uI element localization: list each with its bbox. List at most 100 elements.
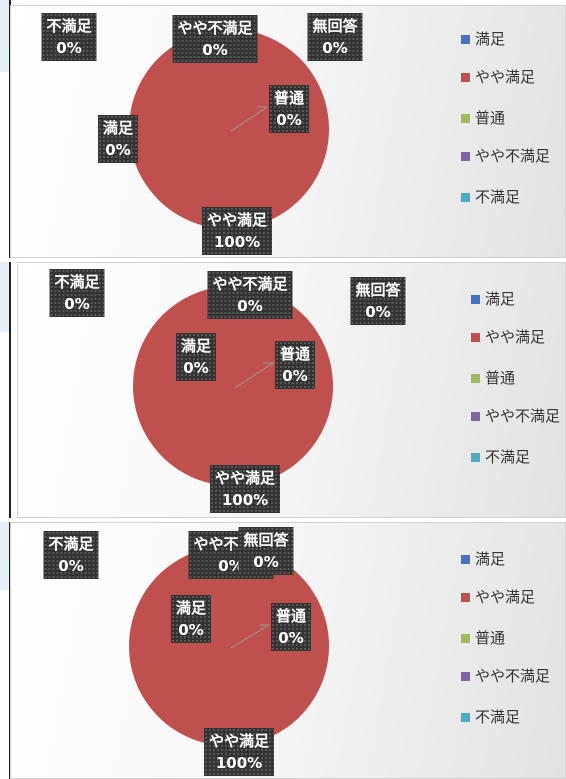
legend: 満足やや満足普通やや不満足不満足無回答 [451, 23, 555, 223]
legend-label: やや満足 [475, 588, 536, 606]
chart: 満足 0% やや満足 100% 普通 0% やや不満足 0% 無回答 0% 不満足 0% 満足 やや満足普… [17, 262, 566, 518]
legend-label: やや不満足 [475, 667, 551, 685]
data-label: やや満足 100% [203, 728, 275, 776]
legend-label: やや満足 [475, 68, 536, 86]
data-label: 普通 0% [274, 341, 316, 389]
legend-swatch [461, 152, 470, 161]
legend-swatch [471, 453, 480, 462]
legend-swatch [471, 412, 480, 421]
data-label: 満足 0% [175, 333, 217, 381]
data-label: 普通 0% [270, 603, 312, 651]
legend-swatch [471, 374, 480, 383]
legend-label: 普通 [485, 369, 516, 387]
legend-label: 満足 [475, 30, 506, 48]
legend-swatch [461, 193, 470, 202]
pie-slice [129, 29, 329, 229]
data-label-value: 100% [221, 491, 269, 509]
data-label: 無回答 0% [350, 277, 406, 325]
data-label-value: 0% [202, 41, 228, 59]
legend-swatch [461, 114, 470, 123]
legend-swatch [471, 333, 480, 342]
legend-entry: 満足 [471, 291, 565, 308]
data-label-name: 無回答 [243, 531, 289, 549]
legend-entry: 満足 [461, 551, 555, 568]
data-label: 普通 0% [268, 85, 310, 133]
data-label: 満足 0% [170, 595, 212, 643]
legend-label: 不満足 [475, 188, 521, 206]
data-label-name: 普通 [273, 89, 305, 107]
data-label: 不満足 0% [41, 13, 97, 61]
legend-entry: やや不満足 [461, 148, 555, 165]
chart: 満足 0% やや満足 100% 普通 0% やや不満足 0% 無回答 0% 不満足 0% 満足 やや満足普… [10, 522, 566, 779]
data-label-name: 不満足 [46, 17, 92, 35]
legend-swatch [461, 35, 470, 44]
legend-entry: 普通 [461, 110, 555, 127]
data-label-value: 0% [58, 557, 84, 575]
legend-entry: 普通 [471, 370, 565, 387]
legend-label: 普通 [475, 629, 506, 647]
leader-line [230, 624, 271, 649]
data-label-value: 0% [56, 39, 82, 57]
data-label-name: やや満足 [214, 469, 276, 487]
data-label-name: 普通 [275, 607, 307, 625]
legend-label: やや不満足 [485, 407, 561, 425]
legend-label: やや不満足 [475, 147, 551, 165]
leader-line [230, 106, 269, 132]
data-label-name: やや不満足 [212, 275, 288, 293]
legend-label: 不満足 [475, 708, 521, 726]
data-label-value: 0% [322, 39, 348, 57]
plot [129, 29, 329, 229]
table-edge [0, 332, 11, 518]
leader-line [234, 362, 275, 389]
legend-entry: 不満足 [461, 189, 555, 206]
legend-entry: やや満足 [461, 69, 555, 86]
data-label-name: 無回答 [355, 281, 401, 299]
legend-swatch [461, 73, 470, 82]
data-label-name: 無回答 [312, 17, 358, 35]
data-label: やや満足 100% [201, 207, 273, 255]
legend-label: 普通 [475, 109, 506, 127]
data-label-name: 満足 [175, 599, 207, 617]
data-label-value: 100% [213, 233, 261, 251]
data-label-name: 普通 [279, 345, 311, 363]
data-label-value: 0% [276, 111, 302, 129]
data-label-name: 満足 [102, 119, 134, 137]
legend: 満足やや満足普通やや不満足不満足無回答 [451, 543, 555, 743]
data-label-name: やや満足 [206, 211, 268, 229]
data-label-value: 100% [215, 754, 263, 772]
legend-entry: 普通 [461, 630, 555, 647]
data-label-value: 0% [278, 629, 304, 647]
data-label-name: やや不満足 [177, 19, 253, 37]
legend-label: 満足 [475, 550, 506, 568]
data-label: やや満足 100% [209, 465, 281, 513]
data-label-value: 0% [282, 367, 308, 385]
legend-label: 満足 [485, 290, 516, 308]
data-label-value: 0% [105, 141, 131, 159]
legend-label: 不満足 [485, 448, 531, 466]
legend: 満足やや満足普通やや不満足不満足無回答 [461, 283, 565, 483]
legend-entry: 不満足 [461, 709, 555, 726]
legend-entry: 満足 [461, 31, 555, 48]
legend-entry: やや満足 [461, 589, 555, 606]
data-label: 満足 0% [97, 115, 139, 163]
data-label: 不満足 0% [43, 531, 99, 579]
data-label-value: 0% [218, 557, 244, 575]
data-label: やや不満足 0% [207, 271, 293, 319]
data-label-value: 0% [178, 621, 204, 639]
table-edge [0, 262, 11, 332]
legend-entry: やや満足 [471, 329, 565, 346]
data-label-value: 0% [365, 303, 391, 321]
data-label-value: 0% [253, 553, 279, 571]
legend-swatch [461, 672, 470, 681]
legend-label: やや満足 [485, 328, 546, 346]
data-label-value: 0% [64, 295, 90, 313]
data-label-value: 0% [183, 359, 209, 377]
data-label-name: 満足 [180, 337, 212, 355]
legend-swatch [461, 555, 470, 564]
legend-swatch [461, 634, 470, 643]
data-label-name: やや満足 [208, 732, 270, 750]
chart: 満足 0% やや満足 100% 普通 0% やや不満足 0% 無回答 0% 不満足 0% 満足 やや満足普… [10, 5, 566, 258]
legend-swatch [471, 295, 480, 304]
data-label: 無回答 0% [238, 527, 294, 575]
